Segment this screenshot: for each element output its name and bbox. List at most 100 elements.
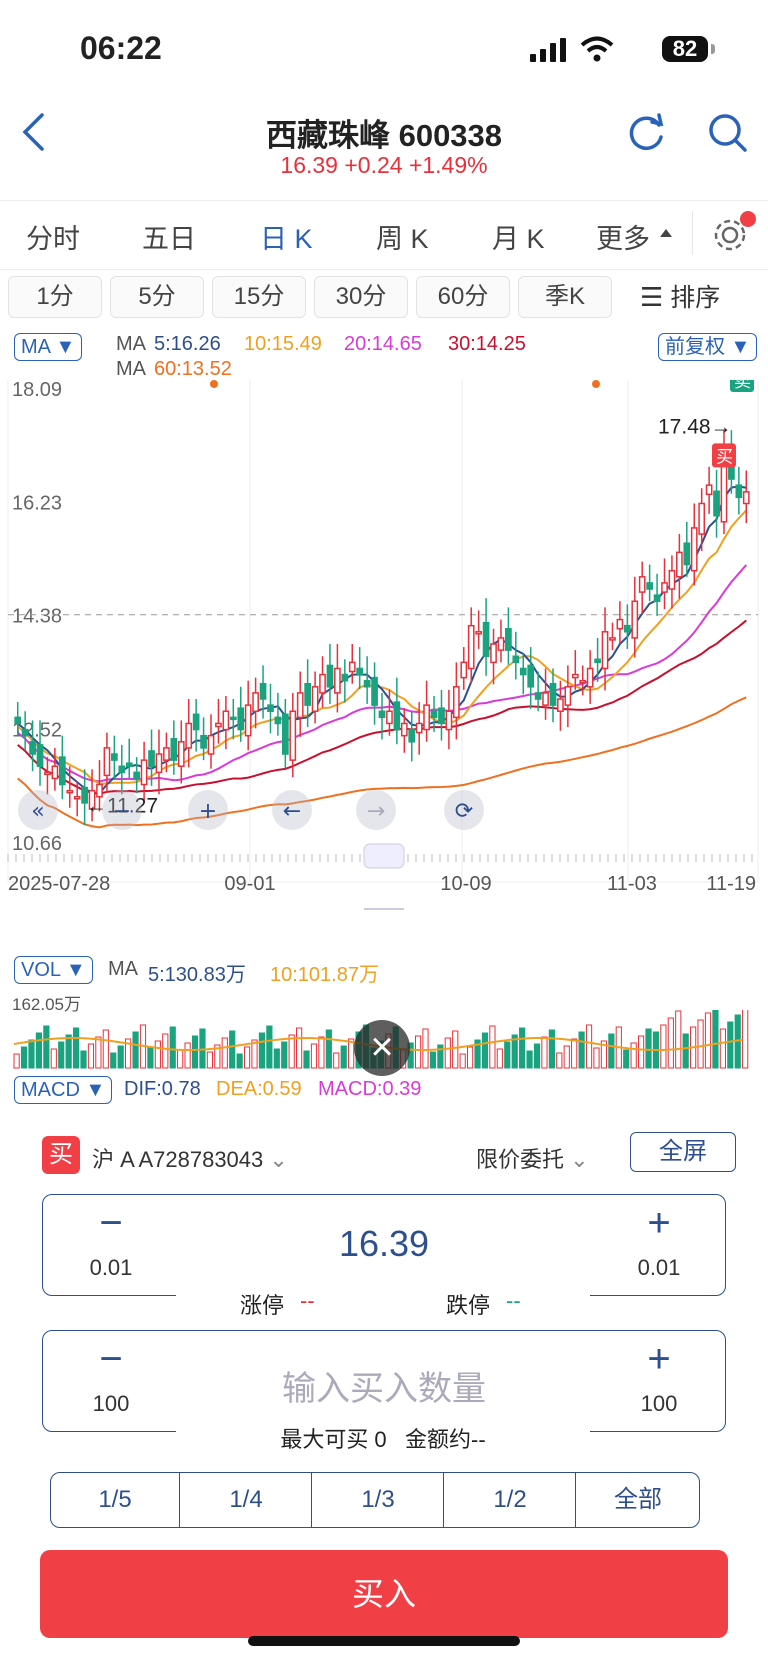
macd-selector-label: MACD: [21, 1079, 80, 1101]
price-increase-button[interactable]: +: [647, 1201, 671, 1245]
candle: [505, 627, 512, 651]
chevron-down-icon: ⌄: [269, 1147, 288, 1172]
period-1min[interactable]: 1分: [8, 276, 102, 318]
volume-bar: [682, 1033, 689, 1069]
candle: [185, 722, 193, 749]
battery-tip: [711, 44, 715, 54]
settings-gear-icon[interactable]: [712, 217, 748, 253]
scroll-handle: [363, 843, 405, 869]
tab-intraday[interactable]: 分时: [26, 224, 80, 254]
candle: [371, 676, 378, 706]
candle: [348, 661, 356, 673]
candle: [378, 710, 386, 719]
price-input[interactable]: 16.39: [338, 1223, 430, 1264]
volume-bar: [191, 1035, 199, 1069]
candle: [207, 734, 215, 755]
quantity-decrease-button[interactable]: −: [99, 1337, 123, 1381]
buy-button[interactable]: 买入: [40, 1550, 728, 1638]
tab-five-day[interactable]: 五日: [142, 224, 196, 254]
candle: [534, 692, 542, 700]
account-selector[interactable]: 沪 A A728783043 ⌄: [92, 1142, 288, 1174]
vol-selector[interactable]: VOL ▼: [14, 956, 93, 984]
fraction-1-3[interactable]: 1/3: [313, 1473, 444, 1527]
period-30min[interactable]: 30分: [314, 276, 408, 318]
sort-button[interactable]: ☰ 排序: [640, 276, 760, 318]
volume-bar: [727, 1021, 734, 1069]
candle: [490, 643, 497, 664]
candle: [638, 576, 646, 593]
chart-type-tabs: 分时 五日 日 K 周 K 月 K 更多: [0, 200, 768, 270]
ma-selector[interactable]: MA ▼: [14, 333, 83, 361]
period-quarter-k[interactable]: 季K: [518, 276, 612, 318]
volume-bar: [214, 1044, 221, 1069]
candle: [616, 618, 624, 630]
buy-marker: 买: [716, 447, 733, 467]
ma60-value: 60:13.52: [154, 358, 232, 380]
tab-daily-k[interactable]: 日 K: [260, 224, 313, 254]
close-overlay-button[interactable]: ×: [354, 1020, 410, 1076]
volume-bar: [533, 1043, 541, 1069]
volume-bar: [154, 1040, 161, 1069]
volume-bar: [719, 1028, 726, 1069]
close-icon: ×: [370, 1025, 394, 1069]
volume-bar: [623, 1049, 630, 1069]
ma30-value: 30:14.25: [448, 333, 526, 355]
candle: [237, 707, 245, 731]
sell-marker: 卖: [734, 380, 751, 392]
volume-bar: [608, 1033, 615, 1069]
back-icon-bg: [272, 790, 312, 830]
candle: [445, 710, 453, 731]
volume-bar: [437, 1044, 444, 1069]
candle: [400, 722, 408, 737]
fraction-1-4[interactable]: 1/4: [181, 1473, 312, 1527]
tab-monthly-k[interactable]: 月 K: [492, 224, 545, 254]
candle: [334, 667, 341, 694]
volume-bar: [660, 1024, 667, 1069]
period-5min[interactable]: 5分: [110, 276, 204, 318]
order-type-selector[interactable]: 限价委托 ⌄: [476, 1142, 589, 1174]
quantity-input[interactable]: 输入买入数量: [282, 1370, 486, 1408]
period-60min[interactable]: 60分: [416, 276, 510, 318]
price-decrease-button[interactable]: −: [99, 1201, 123, 1245]
quantity-step-up: 100: [640, 1391, 678, 1416]
fraction-1-5[interactable]: 1/5: [51, 1473, 180, 1527]
fraction-1-2[interactable]: 1/2: [445, 1473, 576, 1527]
volume-bar: [273, 1048, 280, 1069]
quantity-step-down: 100: [92, 1391, 130, 1416]
volume-bar: [50, 1048, 57, 1069]
fraction-all[interactable]: 全部: [614, 1486, 662, 1513]
page-title: 西藏珠峰 600338: [265, 118, 503, 153]
candle: [557, 698, 564, 712]
candle: [81, 786, 88, 804]
macd-selector[interactable]: MACD ▼: [14, 1076, 113, 1104]
kline-chart[interactable]: 18.0916.2314.3812.5210.6617.48→←11.27卖买«…: [0, 380, 768, 910]
ma-prefix-2: MA: [116, 358, 146, 380]
volume-bar: [110, 1052, 117, 1069]
volume-bar: [102, 1029, 109, 1069]
tab-more[interactable]: 更多: [596, 224, 650, 254]
volume-bar: [667, 1017, 674, 1069]
quantity-increase-button[interactable]: +: [647, 1337, 671, 1381]
candle: [148, 750, 155, 767]
adjust-selector[interactable]: 前复权 ▼: [658, 333, 758, 361]
ma60-line: [17, 696, 747, 829]
period-15min[interactable]: 15分: [212, 276, 306, 318]
refresh-icon[interactable]: [626, 113, 666, 153]
search-icon[interactable]: [708, 113, 748, 153]
candle: [542, 692, 549, 706]
zoom-out-icon: −: [113, 799, 131, 824]
volume-bar: [281, 1041, 288, 1069]
volume-bar: [333, 1052, 340, 1069]
candle: [363, 679, 371, 688]
ma-prefix: MA: [116, 333, 146, 355]
candle: [125, 762, 133, 767]
candle: [200, 734, 207, 749]
wifi-icon: [580, 36, 614, 62]
candle: [653, 594, 661, 603]
candle: [36, 744, 44, 767]
volume-bar: [504, 1041, 511, 1069]
candle: [423, 704, 430, 731]
fullscreen-button[interactable]: 全屏: [630, 1132, 736, 1172]
back-icon[interactable]: [20, 112, 46, 152]
tab-weekly-k[interactable]: 周 K: [376, 224, 429, 254]
